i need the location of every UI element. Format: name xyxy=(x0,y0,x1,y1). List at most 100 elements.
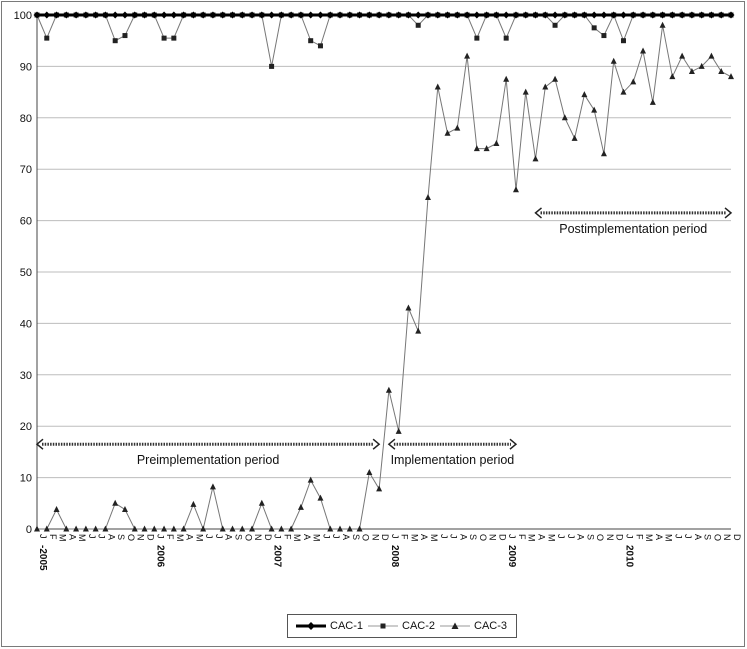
data-point-cac-1 xyxy=(170,11,178,19)
data-point-cac-2 xyxy=(161,35,167,41)
legend-label-cac-2: CAC-2 xyxy=(402,620,436,632)
data-point-cac-3 xyxy=(180,525,187,532)
x-tick-label: M xyxy=(409,534,419,542)
y-tick-label: 0 xyxy=(26,524,32,536)
x-tick-label: M xyxy=(527,534,537,542)
x-tick-label: O xyxy=(243,534,253,541)
x-tick-label: M xyxy=(194,534,204,542)
x-tick-label: F xyxy=(634,534,644,540)
y-tick-label: 60 xyxy=(20,216,32,228)
data-point-cac-3 xyxy=(337,525,344,532)
data-point-cac-1 xyxy=(356,11,364,19)
data-point-cac-1 xyxy=(62,11,70,19)
x-tick-label: F xyxy=(517,534,527,540)
y-tick-label: 40 xyxy=(20,318,32,330)
y-tick-label: 30 xyxy=(20,370,32,382)
data-point-cac-1 xyxy=(600,11,608,19)
x-tick-label: F xyxy=(400,534,410,540)
data-point-cac-3 xyxy=(532,155,539,162)
data-point-cac-3 xyxy=(679,52,686,59)
data-point-cac-3 xyxy=(444,129,451,136)
x-tick-label: A xyxy=(576,534,586,540)
data-point-cac-1 xyxy=(375,11,383,19)
data-point-cac-1 xyxy=(698,11,706,19)
data-point-cac-1 xyxy=(53,11,61,19)
x-tick-label: A xyxy=(654,534,664,540)
data-point-cac-3 xyxy=(161,525,168,532)
data-point-cac-1 xyxy=(404,11,412,19)
legend-swatch-cac-1 xyxy=(296,622,326,630)
data-point-cac-3 xyxy=(327,525,334,532)
data-point-cac-1 xyxy=(219,11,227,19)
data-point-cac-1 xyxy=(199,11,207,19)
legend-label-cac-3: CAC-3 xyxy=(474,620,508,632)
x-tick-label: J xyxy=(449,534,459,539)
annotation-label-preimplementation-period: Preimplementation period xyxy=(137,453,279,467)
data-point-cac-3 xyxy=(258,499,265,506)
data-point-cac-3 xyxy=(376,485,383,492)
x-tick-label: J xyxy=(38,534,48,539)
data-point-cac-3 xyxy=(385,386,392,393)
x-year-label: 2010 xyxy=(623,545,634,568)
data-point-cac-3 xyxy=(356,525,363,532)
data-point-cac-3 xyxy=(209,483,216,490)
x-tick-label: A xyxy=(537,534,547,540)
data-point-cac-2 xyxy=(415,22,421,28)
annotation-arrowhead-left xyxy=(387,438,396,450)
data-point-cac-1 xyxy=(541,11,549,19)
data-point-cac-3 xyxy=(483,145,490,152)
data-point-cac-1 xyxy=(610,11,618,19)
data-point-cac-1 xyxy=(619,11,627,19)
data-point-cac-3 xyxy=(288,525,295,532)
x-tick-label: J xyxy=(439,534,449,539)
data-point-cac-1 xyxy=(532,11,540,19)
x-tick-label: O xyxy=(361,534,371,541)
data-point-cac-1 xyxy=(649,11,657,19)
data-point-cac-1 xyxy=(395,11,403,19)
data-point-cac-1 xyxy=(424,11,432,19)
y-tick-label: 100 xyxy=(14,10,32,22)
x-tick-label: A xyxy=(693,534,703,540)
data-point-cac-1 xyxy=(111,11,119,19)
data-point-cac-3 xyxy=(728,73,734,80)
x-tick-label: A xyxy=(67,534,77,540)
data-point-cac-3 xyxy=(82,525,89,532)
data-point-cac-1 xyxy=(453,11,461,19)
data-point-cac-2 xyxy=(620,38,626,44)
data-point-cac-1 xyxy=(678,11,686,19)
x-tick-label: O xyxy=(712,534,722,541)
x-tick-label: D xyxy=(146,534,156,541)
y-tick-label: 50 xyxy=(20,267,32,279)
x-tick-label: J xyxy=(97,534,107,539)
x-tick-label: M xyxy=(58,534,68,542)
x-tick-label: N xyxy=(136,534,146,541)
data-point-cac-2 xyxy=(601,33,607,39)
data-point-cac-1 xyxy=(180,11,188,19)
x-tick-label: M xyxy=(429,534,439,542)
x-tick-label: J xyxy=(624,534,634,539)
data-point-cac-3 xyxy=(395,427,402,434)
x-tick-label: O xyxy=(126,534,136,541)
x-tick-label: A xyxy=(458,534,468,540)
annotation-arrowhead-left xyxy=(534,207,542,219)
x-tick-label: J xyxy=(507,534,517,539)
data-point-cac-2 xyxy=(308,38,314,44)
data-point-cac-2 xyxy=(591,25,597,31)
x-tick-label: O xyxy=(478,534,488,541)
data-point-cac-3 xyxy=(53,505,60,512)
data-point-cac-1 xyxy=(365,11,373,19)
data-point-cac-3 xyxy=(73,525,80,532)
data-point-cac-3 xyxy=(63,525,70,532)
data-point-cac-1 xyxy=(72,11,80,19)
x-tick-label: A xyxy=(224,534,234,540)
data-point-cac-1 xyxy=(268,11,276,19)
data-point-cac-1 xyxy=(121,11,129,19)
data-point-cac-3 xyxy=(366,468,373,475)
data-point-cac-3 xyxy=(170,525,177,532)
annotation-arrowhead-right xyxy=(509,438,518,450)
data-point-cac-3 xyxy=(669,73,676,80)
data-point-cac-3 xyxy=(239,525,246,532)
x-tick-label: M xyxy=(77,534,87,542)
